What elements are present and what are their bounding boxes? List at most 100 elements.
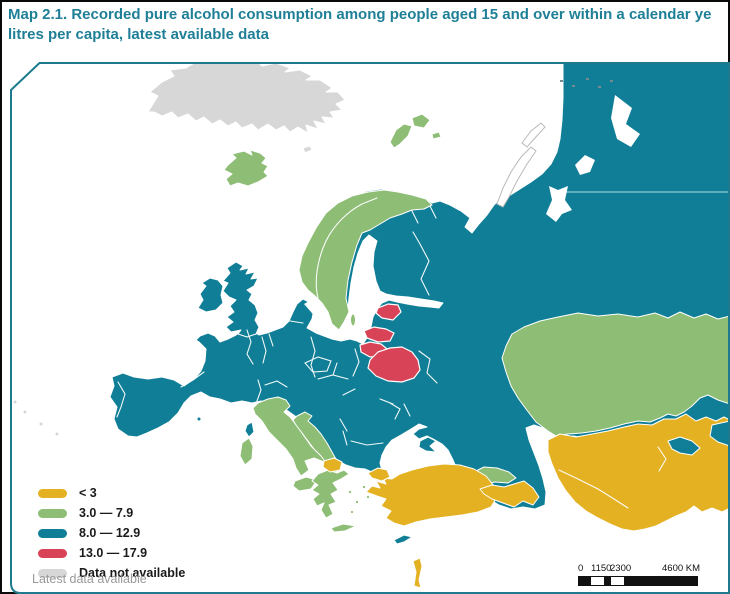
map-title: Map 2.1. Recorded pure alcohol consumpti… [8, 5, 728, 45]
map-frame-border [10, 62, 730, 594]
band-lt3-regions [322, 413, 730, 589]
arctic-islands [496, 122, 546, 208]
region-gotland [350, 313, 356, 327]
legend-swatch-8-129 [38, 528, 67, 538]
region-svalbard-edge [431, 131, 442, 140]
aegean-island-4 [361, 484, 367, 490]
map-legend: < 3 3.0 — 7.9 8.0 — 12.9 13.0 — 17.9 Dat… [38, 483, 185, 583]
border-switzerland [264, 380, 288, 388]
map-title-line1: Map 2.1. Recorded pure alcohol consumpti… [8, 6, 712, 23]
region-israel [412, 557, 423, 589]
border-danube [350, 440, 384, 446]
region-azores-1 [12, 399, 18, 405]
region-madeira [54, 431, 60, 437]
border-germany-poland [310, 336, 316, 378]
region-ireland [197, 277, 224, 313]
region-kyrgyzstan [667, 436, 701, 456]
border-austria-hungary [317, 362, 349, 380]
map-title-line2: litres per capita, latest available data [8, 26, 269, 43]
scale-label-1150: 1150 [591, 563, 612, 574]
region-turkey-thrace [367, 467, 391, 482]
region-norway-sweden [298, 189, 433, 331]
scale-label-4600: 4600 KM [662, 563, 701, 574]
region-svalbard-main [389, 123, 413, 149]
scale-label-0: 0 [578, 563, 584, 574]
region-armenia-azerbaijan [479, 480, 540, 508]
band-no-data-regions [12, 62, 346, 437]
border-germany-denmark [289, 320, 304, 324]
border-france-italy [256, 379, 262, 402]
legend-row-8-129: 8.0 — 12.9 [38, 523, 185, 543]
region-north-macedonia [322, 457, 343, 473]
region-corsica [244, 421, 255, 438]
region-estonia [375, 303, 402, 321]
legend-swatch-lt3 [38, 488, 67, 498]
legend-label-8-129: 8.0 — 12.9 [79, 526, 141, 540]
kattegat-strait [304, 301, 343, 338]
border-france-germany [246, 329, 267, 365]
border-uzbek-turkmen [558, 469, 629, 509]
region-sardinia [239, 437, 254, 466]
franz-josef-specks [560, 78, 613, 88]
legend-row-13-179: 13.0 — 17.9 [38, 543, 185, 563]
aegean-island-1 [347, 489, 353, 495]
legend-row-lt3: < 3 [38, 483, 185, 503]
map-scale-bar: 0 1150 2300 4600 KM [578, 563, 702, 589]
legend-row-3-79: 3.0 — 7.9 [38, 503, 185, 523]
region-great-britain [222, 261, 260, 338]
border-czechia [304, 356, 332, 373]
region-greece [311, 469, 350, 519]
border-poland-east [352, 348, 360, 377]
border-romania-ukraine [379, 398, 394, 405]
aegean-island-5 [365, 494, 371, 500]
legend-row-no-data: Data not available [38, 563, 185, 583]
region-svalbard-ne [411, 113, 431, 129]
border-netherlands-germany [268, 333, 274, 347]
border-spain-france [180, 371, 205, 388]
region-belarus [367, 346, 421, 383]
region-balearics [196, 416, 202, 422]
border-portugal-spain [116, 381, 126, 418]
border-ukraine-russia [418, 350, 438, 384]
border-north-cap [411, 205, 437, 224]
border-tajikistan [657, 446, 667, 472]
region-latvia [363, 326, 395, 343]
legend-footnote: Latest data available [32, 572, 147, 586]
aegean-island-3 [349, 509, 355, 515]
region-azores-2 [22, 409, 28, 415]
legend-label-3-79: 3.0 — 7.9 [79, 506, 134, 520]
band-3-79-regions [223, 113, 730, 533]
region-azores-3 [38, 421, 44, 427]
region-crimea [418, 436, 437, 453]
region-faroe-islands [302, 145, 313, 154]
border-hungary-romania [339, 388, 356, 432]
legend-swatch-3-79 [38, 508, 67, 518]
legend-swatch-13-179 [38, 548, 67, 558]
legend-label-lt3: < 3 [79, 486, 97, 500]
scale-bar-graphic [578, 576, 698, 586]
pechora-bay [546, 186, 572, 222]
ob-bay [611, 95, 640, 147]
region-cyprus [393, 534, 413, 545]
aegean-island-2 [354, 499, 360, 505]
border-norway-sweden [315, 197, 378, 299]
scale-label-2300: 2300 [610, 563, 632, 574]
legend-label-no-data: Data not available [79, 566, 186, 580]
legend-label-13-179: 13.0 — 17.9 [79, 546, 148, 560]
country-borders [116, 197, 667, 509]
legend-swatch-no-data [38, 568, 67, 578]
region-crete [330, 523, 357, 533]
region-east-edge-teal [709, 420, 730, 447]
border-moldova [389, 402, 411, 420]
region-sicily [292, 476, 318, 492]
region-iceland [223, 149, 269, 187]
border-finland-russia [412, 231, 430, 296]
kanin-bay [575, 155, 595, 175]
band-8-129-overlay-regions [667, 420, 730, 456]
border-serbia-bulgaria [342, 430, 348, 446]
region-kazakhstan [501, 311, 730, 437]
region-novaya-zemlya-south [496, 146, 537, 208]
band-13-179-regions [359, 303, 421, 383]
